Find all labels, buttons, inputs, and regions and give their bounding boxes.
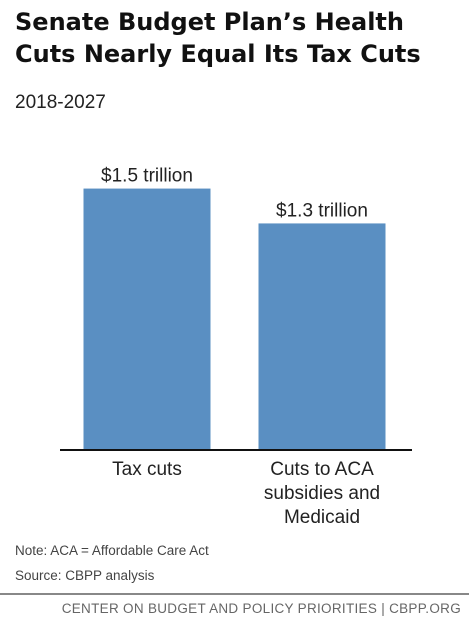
bars-layer <box>83 188 386 451</box>
category-label-2-line-3: Medicaid <box>284 507 360 528</box>
value-label-2: $1.3 trillion <box>276 200 368 221</box>
category-label-2-line-1: Cuts to ACA <box>270 459 374 480</box>
chart-note: Note: ACA = Affordable Care Act <box>15 543 209 558</box>
value-label-1: $1.5 trillion <box>101 166 193 187</box>
chart-subtitle: 2018-2027 <box>15 92 106 113</box>
labels-layer: $1.5 trillion Tax cuts $1.3 trillion Cuts t… <box>101 166 380 528</box>
bar-1 <box>83 188 211 451</box>
chart-source: Source: CBPP analysis <box>15 568 155 583</box>
category-label-1-line-1: Tax cuts <box>112 459 182 480</box>
bar-2 <box>258 223 386 450</box>
footer-credit: CENTER ON BUDGET AND POLICY PRIORITIES |… <box>61 601 461 616</box>
footer-divider <box>0 593 469 595</box>
chart-title: Senate Budget Plan’s Health Cuts Nearly … <box>15 8 421 68</box>
category-label-2-line-2: subsidies and <box>264 483 380 504</box>
